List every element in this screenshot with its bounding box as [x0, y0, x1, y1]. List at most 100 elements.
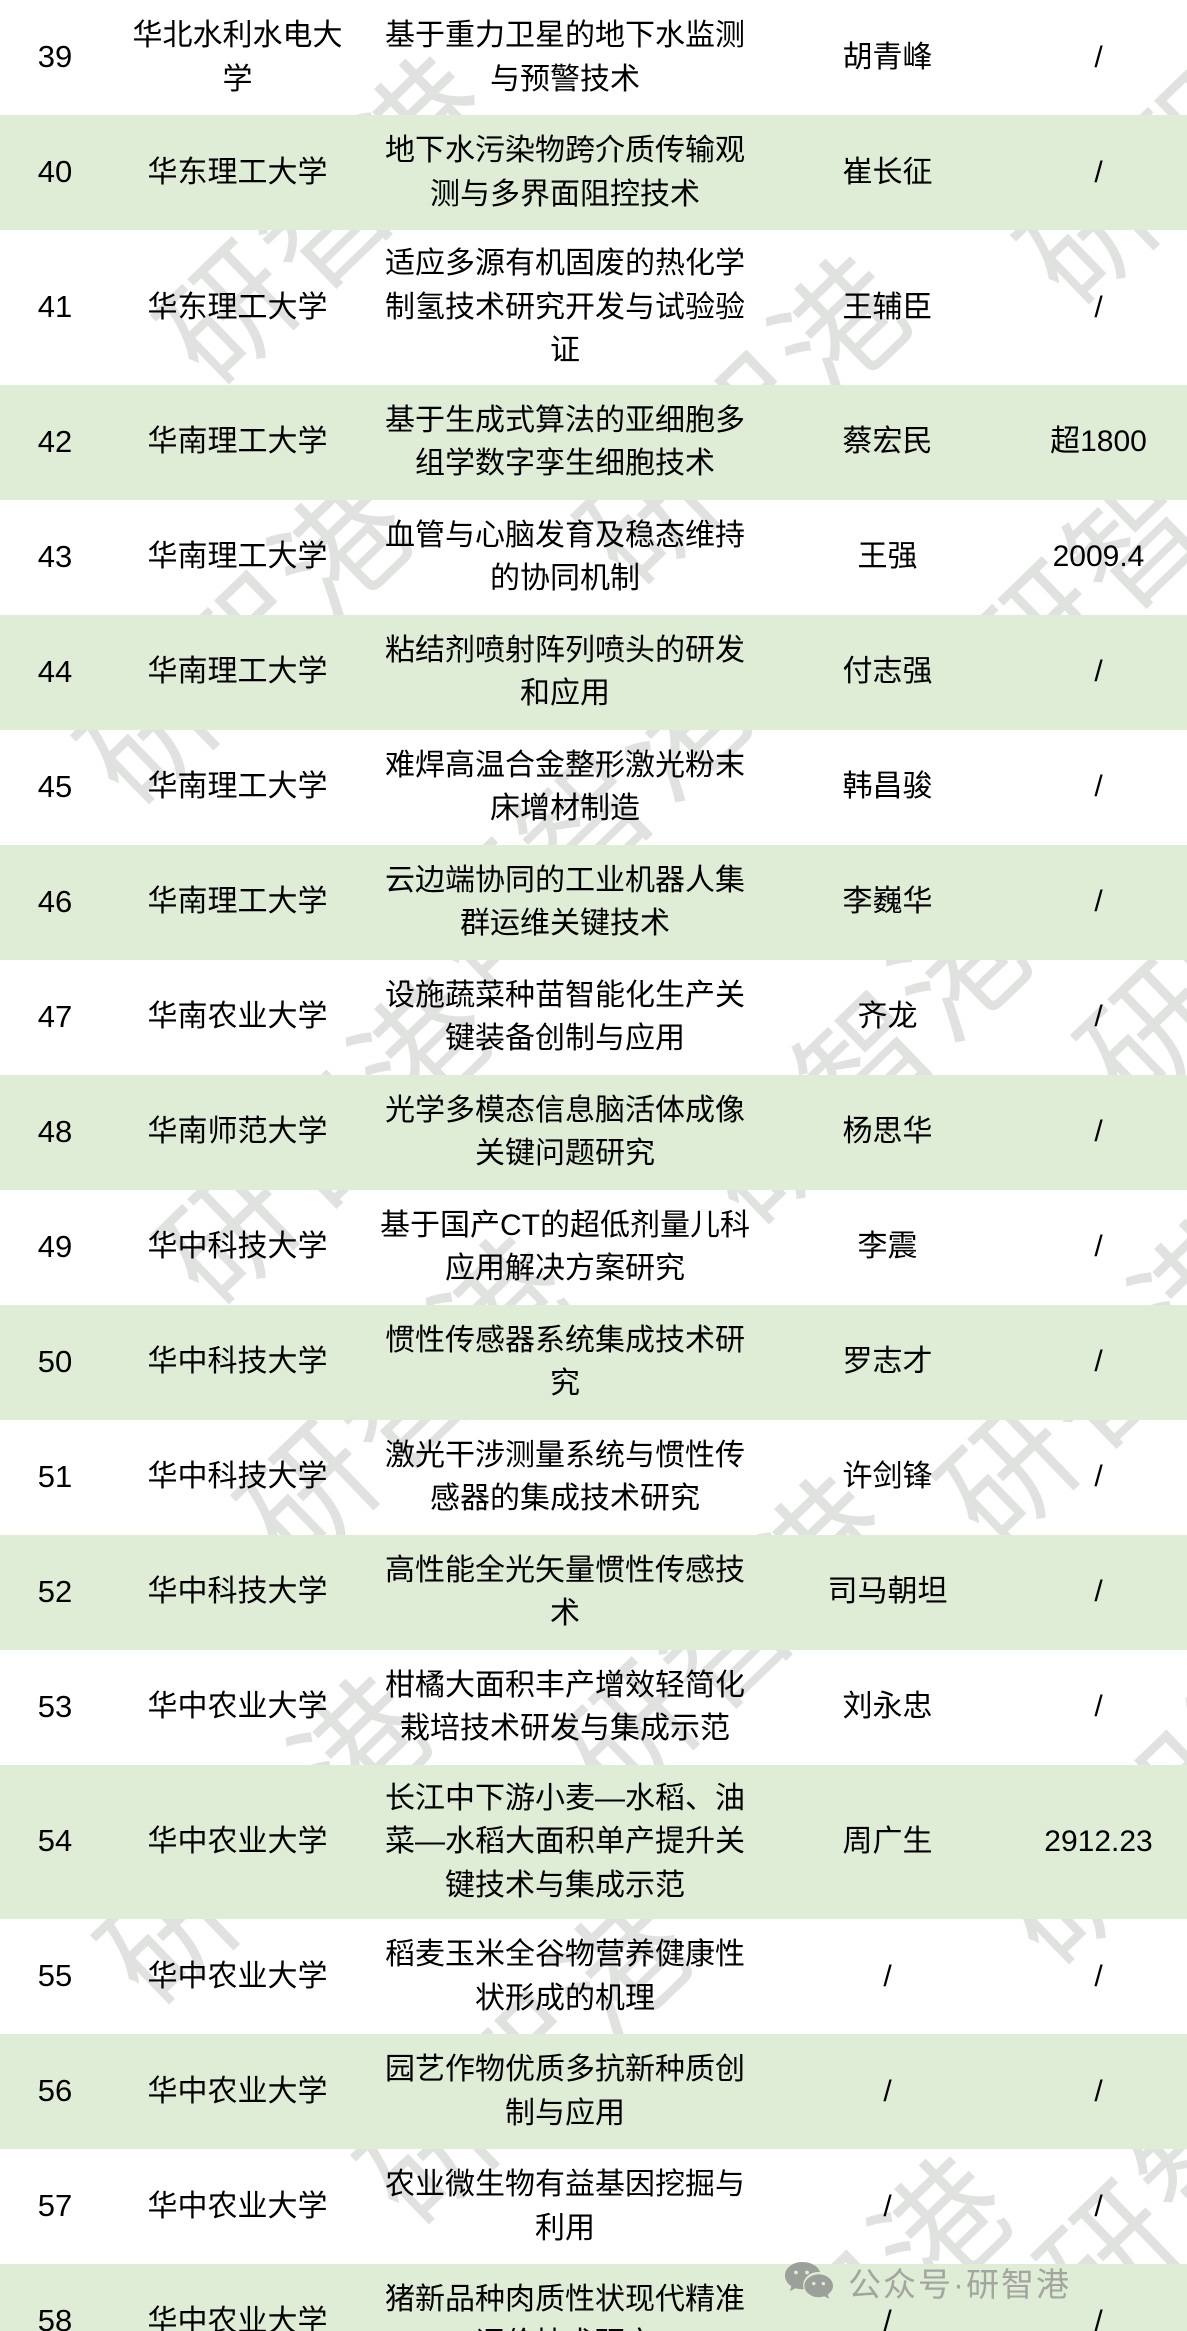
table-row: 43 华南理工大学 血管与心脑发育及稳态维持的协同机制 王强 2009.4 [0, 500, 1187, 615]
row-number: 42 [37, 423, 73, 459]
university-name: 华南师范大学 [147, 1115, 328, 1149]
row-number: 57 [37, 2188, 73, 2224]
university-name: 华中科技大学 [147, 1460, 328, 1494]
funding-value: / [1094, 1575, 1103, 1609]
project-title: 惯性传感器系统集成技术研究 [385, 1323, 745, 1401]
project-title: 基于生成式算法的亚细胞多组学数字孪生细胞技术 [385, 403, 745, 481]
university-name: 华中农业大学 [147, 1690, 328, 1724]
project-leader: 蔡宏民 [842, 425, 933, 459]
row-number: 56 [37, 2073, 73, 2109]
table-row: 51 华中科技大学 激光干涉测量系统与惯性传感器的集成技术研究 许剑锋 / [0, 1420, 1187, 1535]
funding-value: / [1094, 2074, 1103, 2108]
project-title: 难焊高温合金整形激光粉末床增材制造 [385, 748, 745, 826]
table-row: 52 华中科技大学 高性能全光矢量惯性传感技术 司马朝坦 / [0, 1534, 1187, 1650]
row-number: 39 [37, 39, 73, 75]
university-name: 华南理工大学 [147, 540, 328, 574]
table-row: 56 华中农业大学 园艺作物优质多抗新种质创制与应用 / / [0, 2034, 1187, 2149]
row-number: 43 [37, 538, 73, 574]
project-title: 基于国产CT的超低剂量儿科应用解决方案研究 [380, 1208, 750, 1286]
table-row: 44 华南理工大学 粘结剂喷射阵列喷头的研发和应用 付志强 / [0, 614, 1187, 730]
table-row: 58 华中农业大学 猪新品种肉质性状现代精准评价技术研究 / / [0, 2264, 1187, 2331]
table-row: 50 华中科技大学 惯性传感器系统集成技术研究 罗志才 / [0, 1304, 1187, 1420]
funding-value: / [1094, 1959, 1103, 1993]
row-number: 48 [37, 1113, 73, 1149]
university-name: 华南理工大学 [147, 655, 328, 689]
table-row: 54 华中农业大学 长江中下游小麦—水稻、油菜—水稻大面积单产提升关键技术与集成… [0, 1764, 1187, 1919]
project-title: 地下水污染物跨介质传输观测与多界面阻控技术 [385, 134, 745, 211]
university-name: 华中农业大学 [147, 2304, 328, 2331]
university-name: 华北水利水电大学 [132, 19, 343, 96]
row-number: 54 [37, 1823, 73, 1859]
funding-value: / [1094, 1115, 1103, 1149]
table-row: 49 华中科技大学 基于国产CT的超低剂量儿科应用解决方案研究 李震 / [0, 1190, 1187, 1305]
table-row: 41 华东理工大学 适应多源有机固废的热化学制氢技术研究开发与试验验证 王辅臣 … [0, 230, 1187, 385]
project-leader: 罗志才 [842, 1345, 933, 1379]
funding-value: / [1094, 1345, 1103, 1379]
funding-value: / [1094, 655, 1103, 689]
row-number: 50 [37, 1343, 73, 1379]
row-number: 44 [37, 653, 73, 689]
funding-value: / [1094, 290, 1103, 324]
table-row: 45 华南理工大学 难焊高温合金整形激光粉末床增材制造 韩昌骏 / [0, 730, 1187, 845]
funding-value: 2009.4 [1052, 540, 1145, 574]
university-name: 华中农业大学 [147, 1825, 328, 1858]
row-number: 58 [37, 2303, 73, 2331]
project-title: 基于重力卫星的地下水监测与预警技术 [385, 19, 745, 96]
funding-value: 超1800 [1050, 425, 1147, 459]
wechat-account-badge: 公众号·研智港 [782, 2258, 1071, 2306]
project-title: 激光干涉测量系统与惯性传感器的集成技术研究 [385, 1438, 745, 1516]
funding-value: / [1094, 1230, 1103, 1264]
project-leader: 崔长征 [842, 155, 933, 189]
project-title: 适应多源有机固废的热化学制氢技术研究开发与试验验证 [385, 247, 745, 367]
project-leader: 刘永忠 [842, 1690, 933, 1724]
project-title: 高性能全光矢量惯性传感技术 [385, 1553, 745, 1631]
project-title: 猪新品种肉质性状现代精准评价技术研究 [385, 2283, 745, 2331]
row-number: 51 [37, 1458, 73, 1494]
project-leader: 齐龙 [857, 1000, 918, 1034]
funding-value: / [1094, 885, 1103, 919]
university-name: 华南理工大学 [147, 885, 328, 919]
row-number: 41 [37, 288, 73, 324]
table-row: 55 华中农业大学 稻麦玉米全谷物营养健康性状形成的机理 / / [0, 1919, 1187, 2034]
funding-value: / [1094, 155, 1103, 189]
row-number: 40 [37, 154, 73, 190]
project-leader: 韩昌骏 [842, 770, 933, 804]
wechat-icon [782, 2260, 834, 2304]
university-name: 华中农业大学 [147, 2074, 328, 2108]
project-leader: / [883, 2304, 892, 2331]
university-name: 华中科技大学 [147, 1345, 328, 1379]
row-number: 49 [37, 1228, 73, 1264]
project-title: 光学多模态信息脑活体成像关键问题研究 [385, 1093, 745, 1171]
university-name: 华南理工大学 [147, 770, 328, 804]
project-leader: 李巍华 [842, 885, 933, 919]
table-row: 47 华南农业大学 设施蔬菜种苗智能化生产关键装备创制与应用 齐龙 / [0, 960, 1187, 1075]
project-leader: 付志强 [842, 655, 933, 689]
project-title: 长江中下游小麦—水稻、油菜—水稻大面积单产提升关键技术与集成示范 [385, 1781, 745, 1902]
project-title: 血管与心脑发育及稳态维持的协同机制 [385, 518, 745, 596]
project-title: 农业微生物有益基因挖掘与利用 [385, 2168, 745, 2245]
project-leader: 杨思华 [842, 1115, 933, 1149]
university-name: 华东理工大学 [147, 155, 328, 189]
project-title: 柑橘大面积丰产增效轻简化栽培技术研发与集成示范 [385, 1668, 745, 1746]
university-name: 华中农业大学 [147, 1959, 328, 1993]
project-title: 云边端协同的工业机器人集群运维关键技术 [385, 863, 745, 941]
funding-value: / [1094, 40, 1103, 74]
row-number: 53 [37, 1688, 73, 1724]
row-number: 46 [37, 883, 73, 919]
project-leader: 王辅臣 [842, 290, 933, 324]
funding-value: / [1094, 2304, 1103, 2331]
row-number: 52 [37, 1573, 73, 1609]
project-title: 稻麦玉米全谷物营养健康性状形成的机理 [385, 1938, 745, 2015]
table-row: 39 华北水利水电大学 基于重力卫星的地下水监测与预警技术 胡青峰 / [0, 0, 1187, 115]
row-number: 55 [37, 1958, 73, 1994]
table-row: 42 华南理工大学 基于生成式算法的亚细胞多组学数字孪生细胞技术 蔡宏民 超18… [0, 384, 1187, 500]
funding-value: / [1094, 1460, 1103, 1494]
project-leader: 许剑锋 [842, 1460, 933, 1494]
university-name: 华中科技大学 [147, 1575, 328, 1609]
row-number: 47 [37, 998, 73, 1034]
project-title: 设施蔬菜种苗智能化生产关键装备创制与应用 [385, 978, 745, 1056]
table-row: 40 华东理工大学 地下水污染物跨介质传输观测与多界面阻控技术 崔长征 / [0, 115, 1187, 230]
project-leader: 王强 [857, 540, 918, 574]
